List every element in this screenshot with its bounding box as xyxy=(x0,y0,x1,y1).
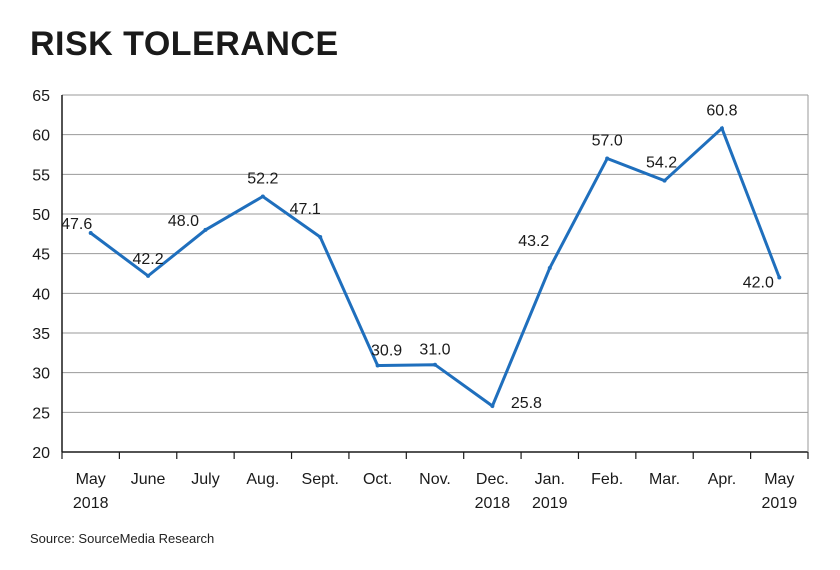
x-tick-label-line: Sept. xyxy=(302,471,339,488)
data-label: 54.2 xyxy=(646,155,677,172)
x-tick-label-line: Jan. xyxy=(535,471,565,488)
x-tick-label-line: Mar. xyxy=(649,471,680,488)
x-tick-label-line: 2018 xyxy=(475,495,511,512)
data-label: 57.0 xyxy=(592,132,623,149)
x-tick-label-line: Feb. xyxy=(591,471,623,488)
data-label: 42.2 xyxy=(133,251,164,268)
x-tick-label-line: 2019 xyxy=(762,495,798,512)
x-tick-label: Sept. xyxy=(302,471,339,488)
data-label: 25.8 xyxy=(511,395,542,412)
data-point xyxy=(662,178,667,183)
data-point xyxy=(490,403,495,408)
x-tick-label-line: 2018 xyxy=(73,495,109,512)
y-tick-label: 55 xyxy=(32,167,50,184)
x-tick-label-line: July xyxy=(191,471,219,488)
data-point xyxy=(260,194,265,199)
x-tick-label: July xyxy=(191,471,219,488)
x-tick-label: Jan. 2019 xyxy=(532,471,568,512)
x-tick-label-line: Apr. xyxy=(708,471,736,488)
data-point xyxy=(88,231,93,236)
x-tick-label: Aug. xyxy=(246,471,279,488)
data-label: 43.2 xyxy=(518,233,549,250)
data-point xyxy=(605,156,610,161)
x-tick-label: Mar. xyxy=(649,471,680,488)
data-label: 48.0 xyxy=(168,213,199,230)
y-tick-label: 30 xyxy=(32,366,50,383)
x-axis-ticks: May 2018 June July Aug. Sept. Oct. Nov. Dec. 2018… xyxy=(61,452,809,512)
x-tick-label: Dec. 2018 xyxy=(475,471,511,512)
chart-title: RISK TOLERANCE xyxy=(30,25,339,63)
x-tick-label-line: Oct. xyxy=(363,471,392,488)
x-tick-label: May 2018 xyxy=(73,471,109,512)
x-tick-label-line: May xyxy=(76,471,106,488)
data-point xyxy=(547,265,552,270)
y-tick-label: 40 xyxy=(32,286,50,303)
y-tick-label: 45 xyxy=(32,247,50,264)
y-tick-label: 25 xyxy=(32,405,50,422)
x-tick-label: Nov. xyxy=(419,471,451,488)
x-tick-label-line: June xyxy=(131,471,166,488)
y-tick-label: 20 xyxy=(32,445,50,462)
data-point xyxy=(318,235,323,240)
x-tick-label: June xyxy=(131,471,166,488)
data-point xyxy=(777,275,782,280)
x-tick-label: Apr. xyxy=(708,471,736,488)
y-tick-label: 65 xyxy=(32,88,50,105)
data-point xyxy=(375,363,380,368)
y-tick-label: 35 xyxy=(32,326,50,343)
data-label: 47.6 xyxy=(61,216,92,233)
source-note: Source: SourceMedia Research xyxy=(30,531,215,546)
x-tick-label-line: 2019 xyxy=(532,495,568,512)
data-point xyxy=(719,126,724,131)
series-line-group xyxy=(88,125,782,409)
x-tick-label: May 2019 xyxy=(762,471,798,512)
x-tick-label: Oct. xyxy=(363,471,392,488)
y-tick-label: 50 xyxy=(32,207,50,224)
data-label: 42.0 xyxy=(743,274,774,291)
data-label: 30.9 xyxy=(371,343,402,360)
y-tick-label: 60 xyxy=(32,128,50,145)
x-tick-label-line: Aug. xyxy=(246,471,279,488)
x-tick-label-line: Dec. xyxy=(476,471,509,488)
data-point xyxy=(203,227,208,232)
data-labels: 47.6 42.2 48.0 52.2 47.1 30.9 31.0 25.8 43.2 57.0… xyxy=(61,102,774,412)
x-tick-label: Feb. xyxy=(591,471,623,488)
data-label: 31.0 xyxy=(419,342,450,359)
y-axis-ticks: 20 25 30 35 40 45 50 55 60 65 xyxy=(32,88,50,462)
gridlines xyxy=(61,94,809,453)
x-tick-label-line: Nov. xyxy=(419,471,451,488)
data-point xyxy=(433,362,437,367)
data-label: 47.1 xyxy=(290,201,321,218)
data-label: 60.8 xyxy=(706,102,737,119)
x-tick-label-line: May xyxy=(764,471,794,488)
data-label: 52.2 xyxy=(247,171,278,188)
data-point xyxy=(146,273,151,278)
